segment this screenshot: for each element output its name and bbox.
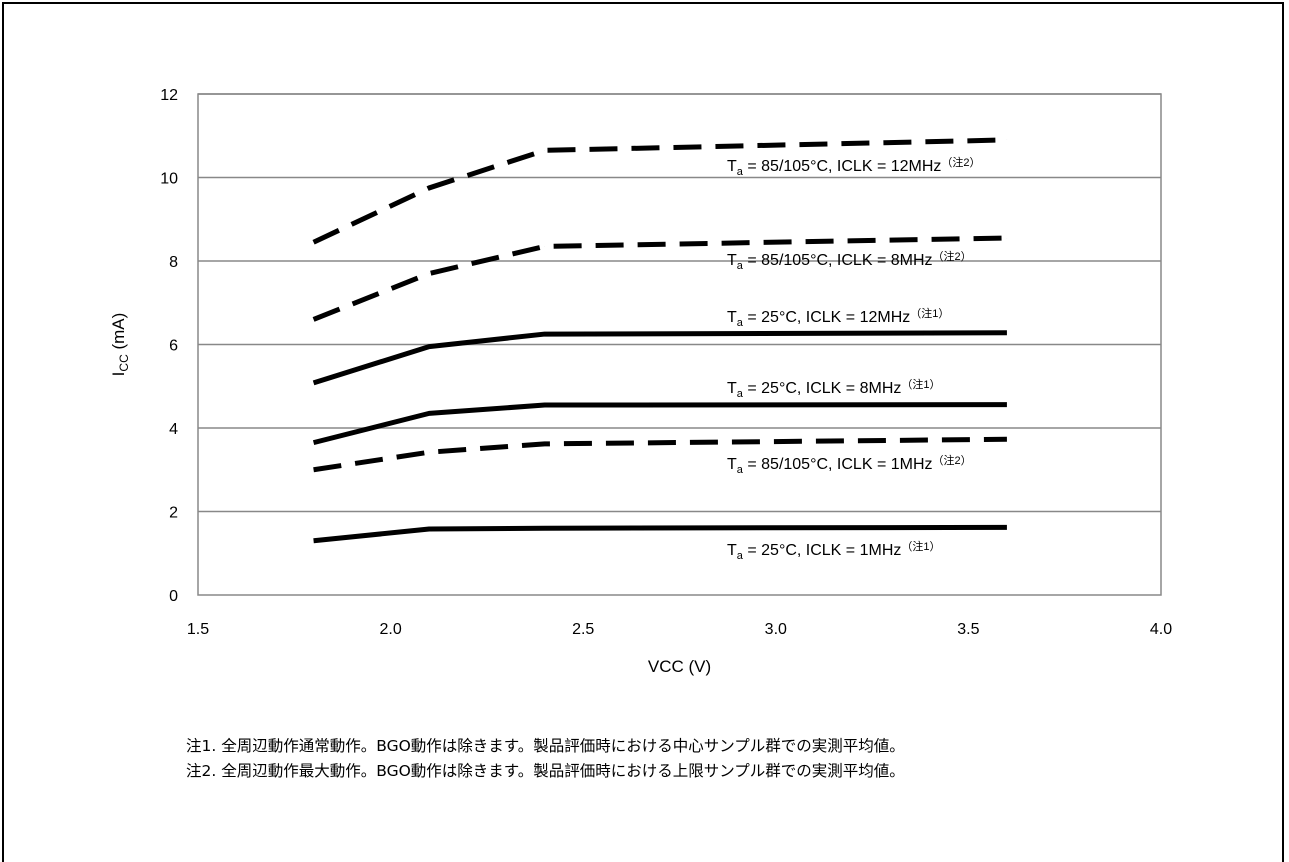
series-line-3 <box>314 333 1007 383</box>
series-label-6: Ta = 25°C, ICLK = 1MHz（注1） <box>727 539 941 562</box>
series-line-6 <box>314 527 1007 540</box>
x-tick-label: 3.5 <box>957 621 979 638</box>
footnotes: 注1. 全周辺動作通常動作。BGO動作は除きます。製品評価時における中心サンプル… <box>186 734 905 784</box>
y-axis-title: ICC (mA) <box>109 313 131 377</box>
series-line-4 <box>314 405 1007 443</box>
series-label-4: Ta = 25°C, ICLK = 8MHz（注1） <box>727 377 941 400</box>
series-label-1: Ta = 85/105°C, ICLK = 12MHz（注2） <box>727 155 981 178</box>
y-tick-label: 10 <box>160 171 178 188</box>
y-tick-label: 6 <box>169 338 178 355</box>
x-tick-label: 4.0 <box>1150 621 1172 638</box>
y-tick-label: 2 <box>169 505 178 522</box>
x-tick-label: 2.5 <box>572 621 594 638</box>
x-tick-label: 3.0 <box>765 621 787 638</box>
series-label-5: Ta = 85/105°C, ICLK = 1MHz（注2） <box>727 453 972 476</box>
y-tick-label: 4 <box>169 421 178 438</box>
footnote-1: 注1. 全周辺動作通常動作。BGO動作は除きます。製品評価時における中心サンプル… <box>186 734 905 759</box>
x-tick-label: 2.0 <box>379 621 401 638</box>
series-label-2: Ta = 85/105°C, ICLK = 8MHz（注2） <box>727 249 972 272</box>
x-axis-title: VCC (V) <box>648 657 711 676</box>
y-tick-label: 8 <box>169 254 178 271</box>
series-label-3: Ta = 25°C, ICLK = 12MHz（注1） <box>727 306 949 329</box>
series-line-1 <box>314 140 1007 242</box>
footnote-2: 注2. 全周辺動作最大動作。BGO動作は除きます。製品評価時における上限サンプル… <box>186 759 905 784</box>
series-line-2 <box>314 238 1007 319</box>
y-tick-label: 12 <box>160 87 178 104</box>
y-tick-label: 0 <box>169 588 178 605</box>
x-tick-label: 1.5 <box>187 621 209 638</box>
